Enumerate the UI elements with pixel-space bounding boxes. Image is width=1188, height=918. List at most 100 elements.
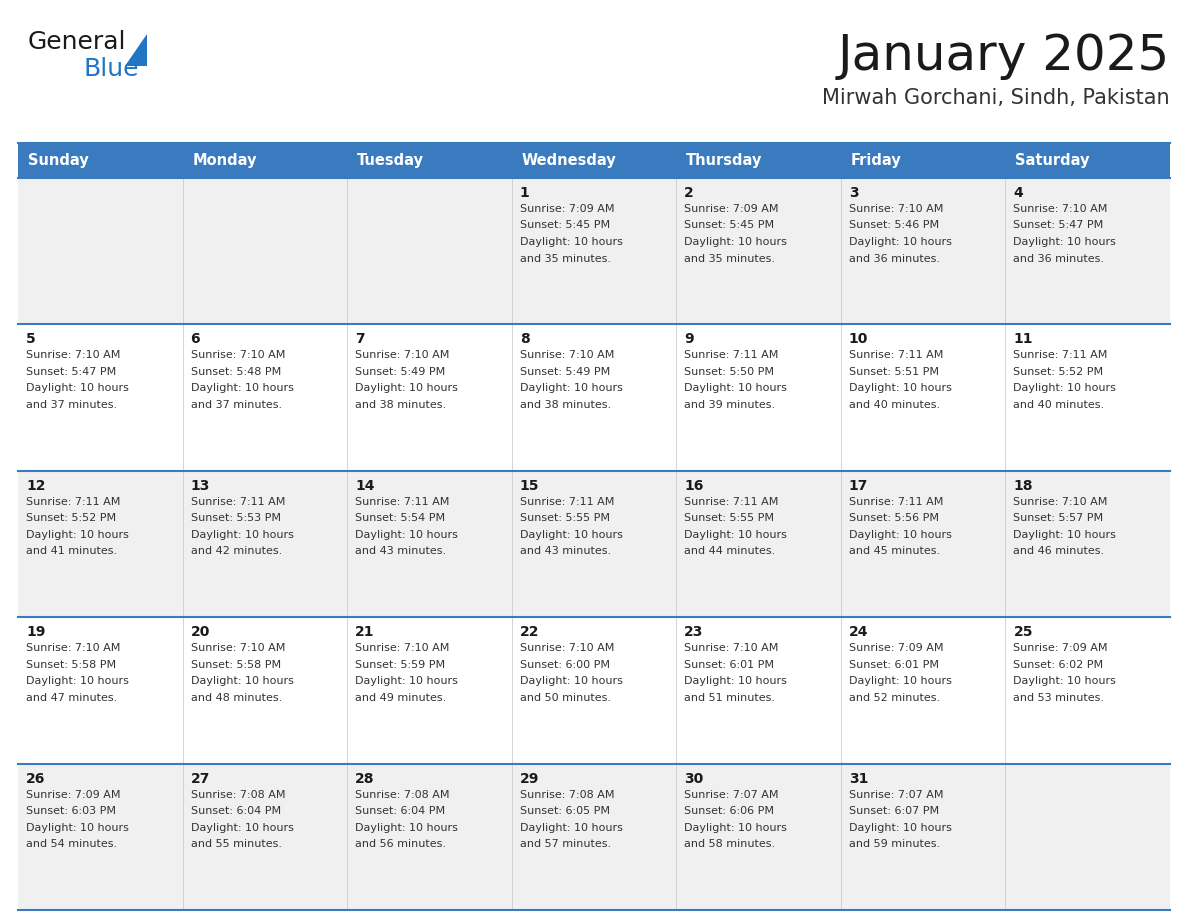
Text: Sunday: Sunday [29,153,89,168]
Text: Sunset: 6:06 PM: Sunset: 6:06 PM [684,806,775,816]
Text: and 47 minutes.: and 47 minutes. [26,693,118,702]
Text: Sunrise: 7:10 AM: Sunrise: 7:10 AM [1013,204,1107,214]
Text: Daylight: 10 hours: Daylight: 10 hours [190,384,293,394]
Text: Daylight: 10 hours: Daylight: 10 hours [684,823,788,833]
Text: Saturday: Saturday [1016,153,1089,168]
Text: and 43 minutes.: and 43 minutes. [519,546,611,556]
Text: Daylight: 10 hours: Daylight: 10 hours [1013,237,1117,247]
Text: Sunset: 5:53 PM: Sunset: 5:53 PM [190,513,280,523]
Text: Daylight: 10 hours: Daylight: 10 hours [190,530,293,540]
Text: Sunset: 6:02 PM: Sunset: 6:02 PM [1013,660,1104,670]
Text: 22: 22 [519,625,539,639]
Text: Thursday: Thursday [687,153,763,168]
Text: Daylight: 10 hours: Daylight: 10 hours [1013,677,1117,686]
Text: Sunset: 5:49 PM: Sunset: 5:49 PM [355,367,446,377]
Text: and 54 minutes.: and 54 minutes. [26,839,118,849]
Text: Sunset: 6:01 PM: Sunset: 6:01 PM [684,660,775,670]
Text: Sunset: 5:48 PM: Sunset: 5:48 PM [190,367,280,377]
Text: Sunset: 6:05 PM: Sunset: 6:05 PM [519,806,609,816]
Text: and 36 minutes.: and 36 minutes. [849,253,940,263]
Text: Sunrise: 7:07 AM: Sunrise: 7:07 AM [849,789,943,800]
Text: 31: 31 [849,772,868,786]
Text: 4: 4 [1013,186,1023,200]
Text: and 58 minutes.: and 58 minutes. [684,839,776,849]
Text: Daylight: 10 hours: Daylight: 10 hours [519,237,623,247]
Text: Daylight: 10 hours: Daylight: 10 hours [519,530,623,540]
Text: Daylight: 10 hours: Daylight: 10 hours [849,237,952,247]
Text: Daylight: 10 hours: Daylight: 10 hours [519,677,623,686]
Text: Monday: Monday [192,153,257,168]
Text: Sunset: 6:04 PM: Sunset: 6:04 PM [190,806,280,816]
Text: Daylight: 10 hours: Daylight: 10 hours [849,677,952,686]
Text: 7: 7 [355,332,365,346]
Text: Daylight: 10 hours: Daylight: 10 hours [1013,384,1117,394]
Text: Sunset: 5:58 PM: Sunset: 5:58 PM [26,660,116,670]
Text: Blue: Blue [83,57,139,81]
Text: Sunrise: 7:09 AM: Sunrise: 7:09 AM [26,789,120,800]
Text: Daylight: 10 hours: Daylight: 10 hours [849,384,952,394]
Text: January 2025: January 2025 [838,32,1170,80]
Text: General: General [29,30,126,54]
Text: 9: 9 [684,332,694,346]
Text: Sunrise: 7:07 AM: Sunrise: 7:07 AM [684,789,779,800]
Text: 30: 30 [684,772,703,786]
Text: Daylight: 10 hours: Daylight: 10 hours [519,823,623,833]
Text: Sunrise: 7:10 AM: Sunrise: 7:10 AM [355,644,449,654]
FancyBboxPatch shape [18,471,1170,617]
Text: Sunset: 6:07 PM: Sunset: 6:07 PM [849,806,939,816]
Text: 20: 20 [190,625,210,639]
Text: 11: 11 [1013,332,1032,346]
Text: and 52 minutes.: and 52 minutes. [849,693,940,702]
Text: Sunset: 5:54 PM: Sunset: 5:54 PM [355,513,446,523]
Text: Sunrise: 7:11 AM: Sunrise: 7:11 AM [190,497,285,507]
FancyBboxPatch shape [18,178,1170,324]
Text: Sunset: 5:47 PM: Sunset: 5:47 PM [26,367,116,377]
Text: Daylight: 10 hours: Daylight: 10 hours [355,823,459,833]
Text: Sunrise: 7:09 AM: Sunrise: 7:09 AM [519,204,614,214]
Text: Sunset: 5:45 PM: Sunset: 5:45 PM [519,220,609,230]
Text: Sunrise: 7:10 AM: Sunrise: 7:10 AM [26,351,120,361]
Text: Sunrise: 7:10 AM: Sunrise: 7:10 AM [1013,497,1107,507]
Text: and 37 minutes.: and 37 minutes. [190,400,282,410]
Text: Daylight: 10 hours: Daylight: 10 hours [684,237,788,247]
Text: 16: 16 [684,479,703,493]
Text: Sunset: 6:04 PM: Sunset: 6:04 PM [355,806,446,816]
Text: Wednesday: Wednesday [522,153,617,168]
Text: Sunrise: 7:09 AM: Sunrise: 7:09 AM [684,204,779,214]
FancyBboxPatch shape [18,764,1170,910]
Text: and 44 minutes.: and 44 minutes. [684,546,776,556]
Text: 24: 24 [849,625,868,639]
Text: 18: 18 [1013,479,1032,493]
Text: Sunrise: 7:10 AM: Sunrise: 7:10 AM [26,644,120,654]
Text: and 40 minutes.: and 40 minutes. [1013,400,1105,410]
Text: Sunset: 5:58 PM: Sunset: 5:58 PM [190,660,280,670]
Text: Sunset: 5:49 PM: Sunset: 5:49 PM [519,367,609,377]
Text: and 57 minutes.: and 57 minutes. [519,839,611,849]
Text: and 51 minutes.: and 51 minutes. [684,693,776,702]
Text: Sunrise: 7:10 AM: Sunrise: 7:10 AM [849,204,943,214]
Text: Sunrise: 7:09 AM: Sunrise: 7:09 AM [849,644,943,654]
Text: Sunrise: 7:11 AM: Sunrise: 7:11 AM [684,497,778,507]
Text: 27: 27 [190,772,210,786]
Text: Sunrise: 7:10 AM: Sunrise: 7:10 AM [519,644,614,654]
Text: and 39 minutes.: and 39 minutes. [684,400,776,410]
Text: Daylight: 10 hours: Daylight: 10 hours [849,823,952,833]
Text: Daylight: 10 hours: Daylight: 10 hours [355,384,459,394]
Text: and 50 minutes.: and 50 minutes. [519,693,611,702]
Text: Daylight: 10 hours: Daylight: 10 hours [1013,530,1117,540]
Text: 3: 3 [849,186,859,200]
Text: Daylight: 10 hours: Daylight: 10 hours [355,530,459,540]
Text: Sunset: 5:57 PM: Sunset: 5:57 PM [1013,513,1104,523]
Text: 15: 15 [519,479,539,493]
Text: Sunrise: 7:11 AM: Sunrise: 7:11 AM [26,497,120,507]
Text: Sunset: 6:00 PM: Sunset: 6:00 PM [519,660,609,670]
Text: Sunset: 6:03 PM: Sunset: 6:03 PM [26,806,116,816]
Polygon shape [125,34,147,66]
Text: and 43 minutes.: and 43 minutes. [355,546,447,556]
Text: Sunrise: 7:11 AM: Sunrise: 7:11 AM [849,497,943,507]
Text: Sunset: 5:52 PM: Sunset: 5:52 PM [26,513,116,523]
Text: 13: 13 [190,479,210,493]
Text: Daylight: 10 hours: Daylight: 10 hours [190,677,293,686]
Text: Mirwah Gorchani, Sindh, Pakistan: Mirwah Gorchani, Sindh, Pakistan [822,88,1170,108]
Text: Daylight: 10 hours: Daylight: 10 hours [26,530,128,540]
